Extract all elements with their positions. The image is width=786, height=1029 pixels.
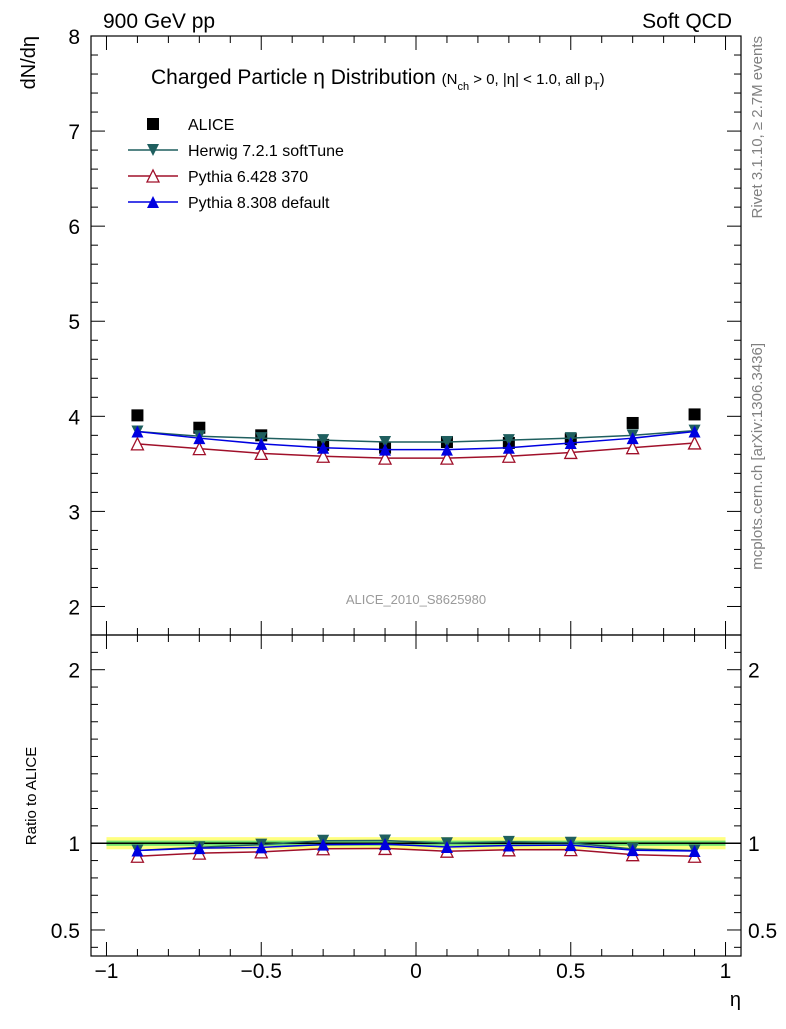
x-axis: −1 −0.5 0 0.5 1 bbox=[94, 36, 731, 983]
ratio-point-pythia-8-308-default bbox=[193, 842, 206, 855]
ratio-point-pythia-8-308-default bbox=[131, 844, 144, 857]
main-point-pythia-8-308-default bbox=[502, 441, 515, 454]
x-tick-label: 1 bbox=[720, 960, 732, 983]
ratio-y-tick-label-left: 1 bbox=[68, 833, 80, 856]
rivet-label: Rivet 3.1.10, ≥ 2.7M events bbox=[749, 36, 766, 219]
legend-label-herwig-7-2-1-softtune: Herwig 7.2.1 softTune bbox=[188, 143, 344, 160]
ratio-point-pythia-8-308-default bbox=[688, 845, 701, 858]
ratio-y-tick-label-right: 2 bbox=[748, 660, 760, 683]
legend-label-pythia-6-428-370: Pythia 6.428 370 bbox=[188, 169, 308, 186]
legend-marker-herwig-7-2-1-softtune bbox=[147, 144, 159, 156]
main-line-pythia-8-308-default bbox=[137, 430, 695, 451]
main-point-pythia-6-428-370 bbox=[625, 440, 640, 455]
main-line-pythia-6-428-370 bbox=[137, 442, 695, 459]
main-point-pythia-6-428-370 bbox=[254, 445, 269, 461]
main-point-pythia-8-308-default bbox=[255, 437, 268, 450]
main-point-pythia-8-308-default bbox=[131, 425, 144, 438]
main-point-pythia-8-308-default bbox=[440, 443, 453, 456]
main-point-pythia-6-428-370 bbox=[377, 450, 393, 465]
main-point-pythia-6-428-370 bbox=[316, 448, 331, 463]
legend-marker-pythia-6-428-370 bbox=[145, 168, 161, 183]
ratio-point-pythia-8-308-default bbox=[255, 841, 268, 854]
x-axis-label: η bbox=[730, 989, 741, 1011]
header-right: Soft QCD bbox=[642, 10, 732, 33]
ratio-point-pythia-8-308-default bbox=[440, 841, 453, 854]
main-y-axis-label: dN/dη bbox=[18, 36, 40, 89]
main-point-herwig-7-2-1-softtune bbox=[317, 434, 330, 447]
main-point-pythia-8-308-default bbox=[193, 432, 206, 445]
main-y-tick-label: 7 bbox=[68, 121, 80, 144]
ratio-point-pythia-8-308-default bbox=[379, 838, 392, 851]
main-point-herwig-7-2-1-softtune bbox=[379, 435, 392, 448]
main-point-herwig-7-2-1-softtune bbox=[440, 435, 453, 448]
main-point-herwig-7-2-1-softtune bbox=[502, 434, 515, 447]
ratio-y-axis-label: Ratio to ALICE bbox=[23, 747, 40, 845]
ratio-y-axis: 0.5 0.5 1 1 2 2 bbox=[51, 634, 777, 948]
main-point-pythia-6-428-370 bbox=[563, 444, 578, 460]
legend-label-alice: ALICE bbox=[188, 117, 234, 134]
mcplots-label: mcplots.cern.ch [arXiv:1306.3436] bbox=[749, 343, 766, 570]
main-point-pythia-8-308-default bbox=[317, 441, 330, 454]
main-point-alice bbox=[131, 409, 144, 422]
ratio-series-layer bbox=[130, 834, 702, 863]
main-point-pythia-6-428-370 bbox=[687, 435, 702, 450]
ratio-point-pythia-8-308-default bbox=[564, 839, 577, 852]
ratio-plot-frame bbox=[90, 634, 742, 957]
main-title-text: Charged Particle η Distribution bbox=[151, 66, 436, 89]
main-title: Charged Particle η Distribution (Nch > 0… bbox=[151, 66, 605, 93]
main-point-pythia-6-428-370 bbox=[130, 436, 145, 451]
ratio-point-pythia-8-308-default bbox=[502, 839, 515, 852]
ratio-point-pythia-8-308-default bbox=[317, 838, 330, 851]
ratio-line-pythia-6-428-370 bbox=[137, 847, 695, 857]
ratio-point-pythia-8-308-default bbox=[626, 844, 639, 857]
x-tick-label: 0 bbox=[410, 960, 422, 983]
legend: ALICE Herwig 7.2.1 softTune Pythia 6.428 3… bbox=[128, 117, 344, 212]
main-point-pythia-8-308-default bbox=[564, 436, 577, 449]
x-tick-label: 0.5 bbox=[556, 960, 585, 983]
main-y-axis: 2 3 4 5 6 7 8 bbox=[68, 26, 741, 619]
main-y-tick-label: 8 bbox=[68, 26, 80, 49]
main-point-alice bbox=[626, 416, 639, 429]
main-y-tick-label: 3 bbox=[68, 501, 80, 524]
main-point-pythia-6-428-370 bbox=[501, 448, 516, 463]
legend-label-pythia-8-308-default: Pythia 8.308 default bbox=[188, 195, 330, 212]
main-line-herwig-7-2-1-softtune bbox=[137, 429, 695, 443]
header-left: 900 GeV pp bbox=[103, 10, 215, 33]
ratio-y-tick-label-left: 0.5 bbox=[51, 920, 80, 943]
analysis-watermark: ALICE_2010_S8625980 bbox=[346, 592, 486, 607]
ratio-y-tick-label-left: 2 bbox=[68, 660, 80, 683]
legend-marker-alice bbox=[147, 118, 159, 130]
main-point-pythia-8-308-default bbox=[688, 425, 701, 438]
legend-marker-pythia-8-308-default bbox=[147, 196, 159, 208]
main-point-alice bbox=[688, 408, 701, 421]
ratio-line-herwig-7-2-1-softtune bbox=[137, 839, 695, 852]
x-tick-label: −0.5 bbox=[241, 960, 282, 983]
main-point-pythia-6-428-370 bbox=[192, 441, 207, 456]
ratio-y-tick-label-right: 0.5 bbox=[748, 920, 777, 943]
ratio-y-tick-label-right: 1 bbox=[748, 833, 760, 856]
main-subtitle: (Nch > 0, |η| < 1.0, all pT) bbox=[442, 71, 605, 93]
main-y-tick-label: 2 bbox=[68, 596, 80, 619]
main-point-pythia-8-308-default bbox=[379, 443, 392, 456]
main-y-tick-label: 5 bbox=[68, 311, 80, 334]
x-tick-label: −1 bbox=[94, 960, 118, 983]
main-y-tick-label: 4 bbox=[68, 406, 80, 429]
main-series-layer bbox=[130, 408, 702, 465]
main-point-pythia-8-308-default bbox=[626, 432, 639, 445]
ratio-line-pythia-8-308-default bbox=[137, 843, 695, 852]
main-point-pythia-6-428-370 bbox=[439, 450, 455, 465]
main-y-tick-label: 6 bbox=[68, 216, 80, 239]
